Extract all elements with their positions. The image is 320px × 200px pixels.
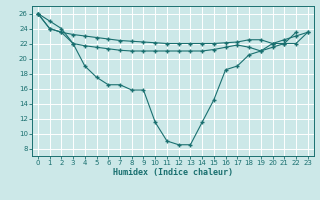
X-axis label: Humidex (Indice chaleur): Humidex (Indice chaleur) [113,168,233,177]
